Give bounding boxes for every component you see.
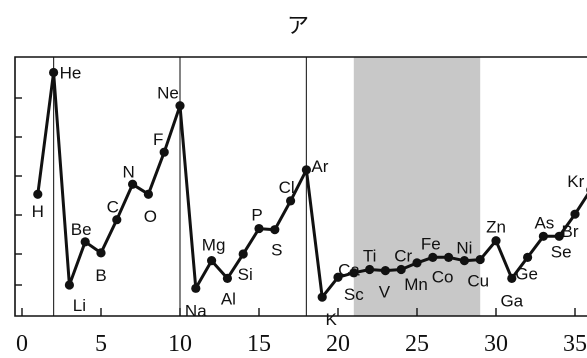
x-tick-label: 35: [563, 331, 587, 357]
data-point: [175, 101, 185, 111]
data-point: [475, 254, 485, 265]
chart-title: ア: [287, 14, 309, 39]
data-point: [286, 196, 296, 206]
data-point: [412, 258, 422, 268]
element-label-n: N: [122, 162, 134, 181]
data-point: [254, 223, 264, 234]
x-tick-label: 20: [326, 331, 350, 357]
element-label-cl: Cl: [279, 178, 295, 197]
data-point: [128, 179, 138, 189]
data-point: [49, 67, 59, 78]
data-point: [191, 283, 201, 293]
data-point: [333, 272, 343, 282]
data-point: [365, 264, 375, 275]
element-label-ar: Ar: [311, 157, 328, 176]
data-point: [459, 256, 469, 266]
element-label-mg: Mg: [202, 236, 226, 255]
x-tick-label: 10: [168, 331, 192, 357]
element-label-he: He: [60, 63, 82, 82]
element-label-b: B: [95, 266, 106, 285]
data-point: [444, 252, 454, 262]
element-label-co: Co: [432, 267, 454, 286]
element-label-c: C: [107, 198, 119, 217]
data-point: [523, 252, 533, 262]
element-label-ti: Ti: [363, 247, 377, 266]
element-label-f: F: [153, 130, 163, 149]
data-point: [317, 292, 327, 302]
element-label-br: Br: [562, 222, 579, 241]
x-tick-label: 25: [405, 331, 429, 357]
element-label-zn: Zn: [486, 218, 506, 237]
data-point: [96, 248, 106, 258]
element-label-ni: Ni: [456, 239, 472, 258]
data-point: [143, 189, 153, 199]
series-line: [36, 71, 587, 299]
data-point: [112, 215, 122, 225]
shaded-region: [353, 57, 481, 316]
element-label-ca: Ca: [338, 260, 360, 279]
element-label-p: P: [251, 206, 262, 225]
element-label-s: S: [271, 241, 282, 260]
plot-frame: [14, 56, 587, 317]
element-label-as: As: [534, 213, 554, 232]
element-label-ge: Ge: [515, 264, 538, 283]
data-point: [428, 252, 438, 262]
data-point: [554, 231, 564, 241]
element-label-fe: Fe: [421, 234, 441, 253]
element-label-mn: Mn: [404, 275, 428, 294]
element-label-ne: Ne: [157, 84, 179, 103]
element-label-ga: Ga: [500, 291, 523, 310]
element-label-sc: Sc: [344, 285, 364, 304]
element-label-k: K: [326, 310, 338, 329]
x-tick-label: 5: [95, 331, 107, 357]
data-point: [238, 249, 248, 259]
data-point: [80, 237, 90, 247]
data-point: [301, 165, 311, 175]
x-tick-label: 15: [247, 331, 271, 357]
data-point: [207, 256, 217, 266]
element-label-se: Se: [551, 242, 572, 261]
data-point: [507, 273, 517, 283]
data-point: [222, 273, 232, 283]
data-point: [64, 280, 74, 290]
x-tick-label: 30: [484, 331, 508, 357]
element-label-kr: Kr: [567, 172, 584, 191]
element-label-be: Be: [71, 220, 92, 239]
data-point: [538, 231, 549, 241]
data-point: [396, 264, 406, 275]
data-point: [349, 268, 359, 278]
element-label-h: H: [32, 202, 44, 221]
element-label-si: Si: [238, 265, 253, 284]
element-label-cu: Cu: [467, 272, 489, 291]
x-tick-label: 0: [16, 331, 28, 357]
element-label-cr: Cr: [394, 247, 412, 266]
data-point: [33, 189, 43, 199]
element-label-v: V: [379, 283, 391, 302]
element-label-al: Al: [221, 289, 236, 308]
data-point: [159, 147, 169, 157]
data-point: [380, 266, 390, 276]
element-label-na: Na: [185, 301, 207, 320]
data-point: [270, 225, 280, 235]
data-point: [491, 236, 501, 246]
element-label-o: O: [144, 207, 157, 226]
data-point: [570, 209, 580, 219]
element-label-li: Li: [73, 296, 86, 315]
